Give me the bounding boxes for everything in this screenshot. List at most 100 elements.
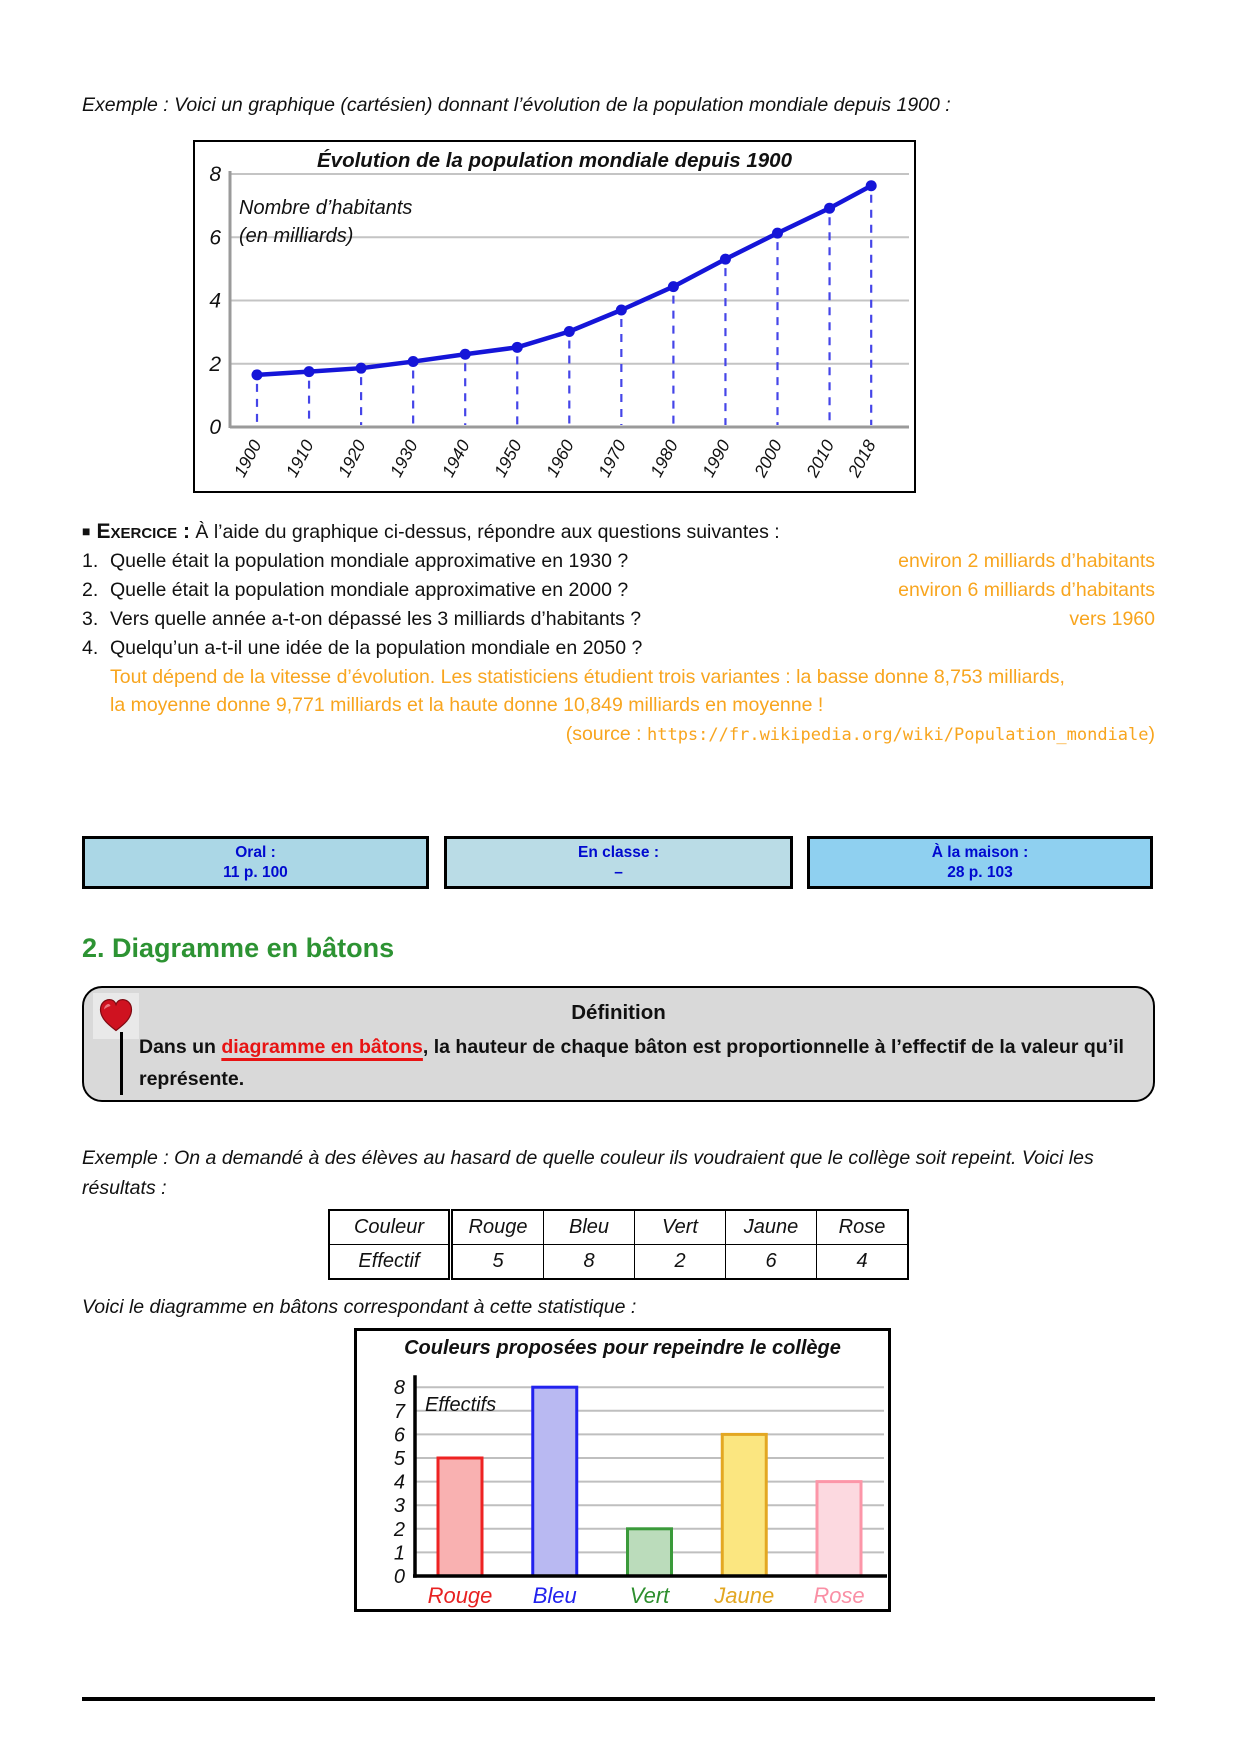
question-row-1: 1. Quelle était la population mondiale a… xyxy=(82,547,1155,576)
svg-text:1910: 1910 xyxy=(282,436,318,480)
exercise-heading: ■ Exercice : À l’aide du graphique ci-des… xyxy=(82,517,1155,547)
homework-box-value: – xyxy=(614,863,623,881)
svg-text:Effectifs: Effectifs xyxy=(425,1394,496,1416)
bar-chart-title: Couleurs proposées pour repeindre le col… xyxy=(404,1337,841,1359)
exercise-section: ■ Exercice : À l’aide du graphique ci-des… xyxy=(82,517,1155,749)
table-value-row: Effectif 5 8 2 6 4 xyxy=(328,1244,909,1280)
svg-text:1930: 1930 xyxy=(386,436,422,480)
svg-text:Nombre d’habitants: Nombre d’habitants xyxy=(239,197,412,219)
question-row-4: 4. Quelqu’un a-t-il une idée de la popul… xyxy=(82,634,1155,663)
source-suffix: ) xyxy=(1148,723,1156,745)
svg-text:1960: 1960 xyxy=(542,436,578,480)
svg-text:2: 2 xyxy=(208,353,221,376)
table-cell: Couleur xyxy=(328,1209,453,1245)
svg-text:Vert: Vert xyxy=(630,1583,670,1608)
source-url-link[interactable]: https://fr.wikipedia.org/wiki/Population… xyxy=(646,725,1149,745)
population-line-chart-svg: 0 2 4 6 8 1900 1910 1920 1930 1940 1950 1960 1970 198… xyxy=(208,163,909,481)
table-cell: 6 xyxy=(725,1244,817,1280)
definition-text: Dans un diagramme en bâtons, la hauteur … xyxy=(120,1032,1139,1095)
homework-box-value: 28 p. 103 xyxy=(947,863,1013,881)
exercise-intro: À l’aide du graphique ci-dessus, répondr… xyxy=(189,521,780,543)
heart-icon xyxy=(93,993,139,1039)
voici-text: Voici le diagramme en bâtons corresponda… xyxy=(82,1296,637,1318)
svg-text:7: 7 xyxy=(394,1401,406,1423)
svg-text:0: 0 xyxy=(394,1566,405,1588)
svg-text:2000: 2000 xyxy=(750,436,787,481)
bar-chart: 0 1 2 3 4 5 6 7 8 Rouge Bleu Vert Jaune Rose Effectifs… xyxy=(354,1328,891,1612)
stats-table-wrapper: Couleur Rouge Bleu Vert Jaune Rose Effec… xyxy=(82,1209,1155,1280)
table-cell: 2 xyxy=(634,1244,726,1280)
svg-text:2: 2 xyxy=(393,1519,405,1541)
question-text: Quelle était la population mondiale appr… xyxy=(110,579,629,601)
table-cell: 4 xyxy=(816,1244,909,1280)
svg-text:1990: 1990 xyxy=(698,436,734,480)
svg-text:(en milliards): (en milliards) xyxy=(239,225,353,247)
homework-box-title: À la maison : xyxy=(931,843,1029,861)
svg-text:1900: 1900 xyxy=(230,436,266,480)
source-prefix: (source : xyxy=(565,723,647,745)
line-chart-title: Évolution de la population mondiale depu… xyxy=(317,149,792,172)
question-row-2: 2. Quelle était la population mondiale a… xyxy=(82,576,1155,605)
svg-text:2010: 2010 xyxy=(802,436,839,481)
population-line-chart: 0 2 4 6 8 1900 1910 1920 1930 1940 1950 1960 1970 198… xyxy=(193,140,916,493)
question-number: 1. xyxy=(82,550,99,572)
question-text: Quelqu’un a-t-il une idée de la populati… xyxy=(110,637,643,659)
question-number: 2. xyxy=(82,579,99,601)
stats-table: Couleur Rouge Bleu Vert Jaune Rose Effec… xyxy=(328,1209,909,1280)
question-number: 3. xyxy=(82,608,99,630)
question-row-3: 3. Vers quelle année a-t-on dépassé les … xyxy=(82,605,1155,634)
homework-box-title: Oral : xyxy=(235,843,276,861)
homework-box-title: En classe : xyxy=(578,843,659,861)
svg-text:8: 8 xyxy=(209,163,221,186)
square-bullet-icon: ■ xyxy=(82,523,91,539)
svg-text:6: 6 xyxy=(394,1424,406,1446)
svg-text:6: 6 xyxy=(209,226,221,249)
svg-text:3: 3 xyxy=(394,1495,405,1517)
answer-paragraph: Tout dépend de la vitesse d’évolution. L… xyxy=(82,664,1155,719)
svg-text:1970: 1970 xyxy=(594,436,630,480)
definition-box: Définition Dans un diagramme en bâtons, … xyxy=(82,986,1155,1102)
table-cell: Vert xyxy=(634,1209,726,1245)
example2-text: Exemple : On a demandé à des élèves au h… xyxy=(82,1147,1094,1199)
table-cell: Rose xyxy=(816,1209,909,1245)
homework-box-en-classe: En classe : – xyxy=(444,836,793,889)
question-number: 4. xyxy=(82,637,99,659)
table-header-row: Couleur Rouge Bleu Vert Jaune Rose xyxy=(328,1209,909,1245)
svg-text:4: 4 xyxy=(209,290,221,313)
svg-text:1950: 1950 xyxy=(490,436,526,480)
svg-text:Rouge: Rouge xyxy=(428,1583,493,1608)
table-cell: 8 xyxy=(543,1244,635,1280)
source-line: (source : https://fr.wikipedia.org/wiki/… xyxy=(82,721,1155,749)
definition-text-after: , la hauteur de chaque bâton est proport… xyxy=(139,1036,1124,1090)
svg-text:Rose: Rose xyxy=(813,1583,864,1608)
table-cell: Effectif xyxy=(328,1244,453,1280)
svg-text:1980: 1980 xyxy=(646,436,682,480)
svg-text:Jaune: Jaune xyxy=(713,1583,774,1608)
homework-box-oral: Oral : 11 p. 100 xyxy=(82,836,429,889)
svg-text:1: 1 xyxy=(394,1542,405,1564)
table-cell: Rouge xyxy=(450,1209,544,1245)
svg-text:8: 8 xyxy=(394,1377,405,1399)
question-answer: environ 6 milliards d’habitants xyxy=(898,579,1155,601)
table-cell: 5 xyxy=(450,1244,544,1280)
svg-text:1920: 1920 xyxy=(334,436,370,480)
question-answer: vers 1960 xyxy=(1069,608,1155,630)
table-cell: Bleu xyxy=(543,1209,635,1245)
svg-text:Bleu: Bleu xyxy=(533,1583,577,1608)
answer-line: Tout dépend de la vitesse d’évolution. L… xyxy=(110,666,1065,688)
intro-example-text: Exemple : Voici un graphique (cartésien)… xyxy=(82,94,951,116)
section-heading: 2. Diagramme en bâtons xyxy=(82,933,395,963)
footer-rule xyxy=(82,1697,1155,1701)
definition-term: diagramme en bâtons xyxy=(221,1036,423,1058)
exercise-label: Exercice : xyxy=(96,520,190,543)
answer-line: la moyenne donne 9,771 milliards et la h… xyxy=(110,693,824,716)
table-cell: Jaune xyxy=(725,1209,817,1245)
question-answer: environ 2 milliards d’habitants xyxy=(898,550,1155,572)
definition-heading: Définition xyxy=(571,1001,666,1024)
homework-box-maison: À la maison : 28 p. 103 xyxy=(807,836,1153,889)
question-text: Quelle était la population mondiale appr… xyxy=(110,550,629,572)
homework-box-value: 11 p. 100 xyxy=(223,863,288,881)
definition-text-before: Dans un xyxy=(139,1036,222,1058)
